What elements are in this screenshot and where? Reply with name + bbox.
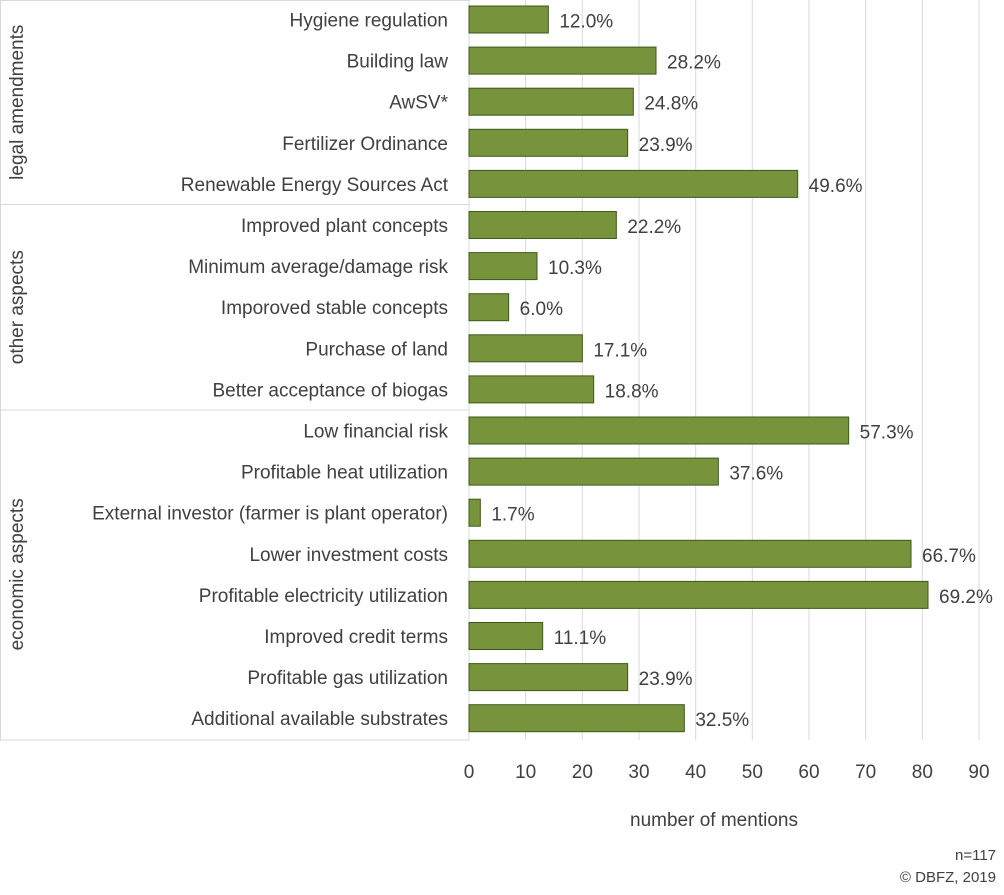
- data-label: 18.8%: [605, 381, 659, 402]
- data-label: 32.5%: [695, 710, 749, 731]
- data-label: 10.3%: [548, 258, 602, 279]
- x-tick-label: 20: [572, 762, 593, 783]
- category-label: Profitable electricity utilization: [199, 586, 448, 607]
- category-label: Profitable gas utilization: [247, 668, 448, 689]
- bar: [468, 46, 657, 75]
- bars: [468, 5, 929, 733]
- group-label: other aspects: [7, 250, 28, 364]
- data-label: 1.7%: [491, 505, 534, 526]
- category-label: Fertilizer Ordinance: [282, 134, 448, 155]
- data-label: 69.2%: [939, 587, 993, 608]
- category-label: Improved credit terms: [264, 627, 448, 648]
- bar: [468, 498, 481, 527]
- category-label: Purchase of land: [305, 339, 448, 360]
- x-tick-label: 30: [628, 762, 649, 783]
- group-label: legal amendments: [7, 25, 28, 180]
- data-label: 66.7%: [922, 546, 976, 567]
- x-tick-label: 10: [515, 762, 536, 783]
- data-label: 37.6%: [729, 464, 783, 485]
- category-label: Profitable heat utilization: [241, 463, 448, 484]
- data-label: 57.3%: [860, 423, 914, 444]
- data-label: 11.1%: [554, 628, 607, 649]
- x-tick-label: 60: [798, 762, 819, 783]
- data-label: 23.9%: [639, 669, 693, 690]
- bar: [468, 128, 629, 157]
- category-label: Lower investment costs: [249, 545, 448, 566]
- x-tick-label: 80: [912, 762, 933, 783]
- category-label: Hygiene regulation: [290, 11, 448, 32]
- bar: [468, 87, 634, 116]
- data-label: 28.2%: [667, 53, 721, 74]
- x-tick-label: 70: [855, 762, 876, 783]
- grid-lines: [525, 0, 980, 740]
- x-tick-label: 40: [685, 762, 706, 783]
- data-label: 6.0%: [520, 299, 563, 320]
- bar: [468, 622, 544, 650]
- category-label: Low financial risk: [303, 422, 448, 443]
- bar: [468, 211, 617, 239]
- bar: [468, 663, 629, 692]
- group-label: economic aspects: [7, 498, 28, 650]
- x-axis-title: number of mentions: [630, 810, 798, 831]
- x-tick-label: 50: [742, 762, 763, 783]
- category-label: Imporoved stable concepts: [221, 298, 448, 319]
- data-label: 24.8%: [644, 94, 698, 115]
- x-tick-label: 90: [968, 762, 989, 783]
- category-label: Minimum average/damage risk: [188, 257, 448, 278]
- data-label: 22.2%: [627, 217, 681, 238]
- data-label: 12.0%: [559, 12, 613, 33]
- bar: [468, 704, 685, 733]
- sample-size-note: n=117: [955, 847, 996, 864]
- category-label: Renewable Energy Sources Act: [181, 175, 449, 196]
- category-label: AwSV*: [389, 93, 448, 114]
- category-label: Better acceptance of biogas: [212, 380, 448, 401]
- bar: [468, 539, 912, 568]
- x-tick-label: 0: [464, 762, 475, 783]
- bar: [468, 252, 538, 281]
- bar: [468, 334, 583, 363]
- bar: [468, 580, 929, 609]
- category-label: Additional available substrates: [191, 709, 448, 730]
- category-frame: [0, 0, 470, 741]
- bar: [468, 293, 510, 322]
- copyright-note: © DBFZ, 2019: [900, 869, 996, 886]
- category-label: Building law: [347, 52, 449, 73]
- data-label: 17.1%: [593, 340, 647, 361]
- category-label: Improved plant concepts: [241, 216, 448, 237]
- bar: [468, 375, 595, 404]
- labels: 0 10 20 30 40 50 60 70 80 90 Hygiene regulation 12.…: [7, 11, 993, 784]
- category-label: External investor (farmer is plant opera…: [92, 504, 448, 525]
- data-label: 49.6%: [809, 176, 863, 197]
- data-label: 23.9%: [639, 135, 693, 156]
- bar: [468, 169, 799, 198]
- bar: [468, 5, 549, 34]
- bar: [468, 457, 719, 486]
- bar: [468, 416, 850, 445]
